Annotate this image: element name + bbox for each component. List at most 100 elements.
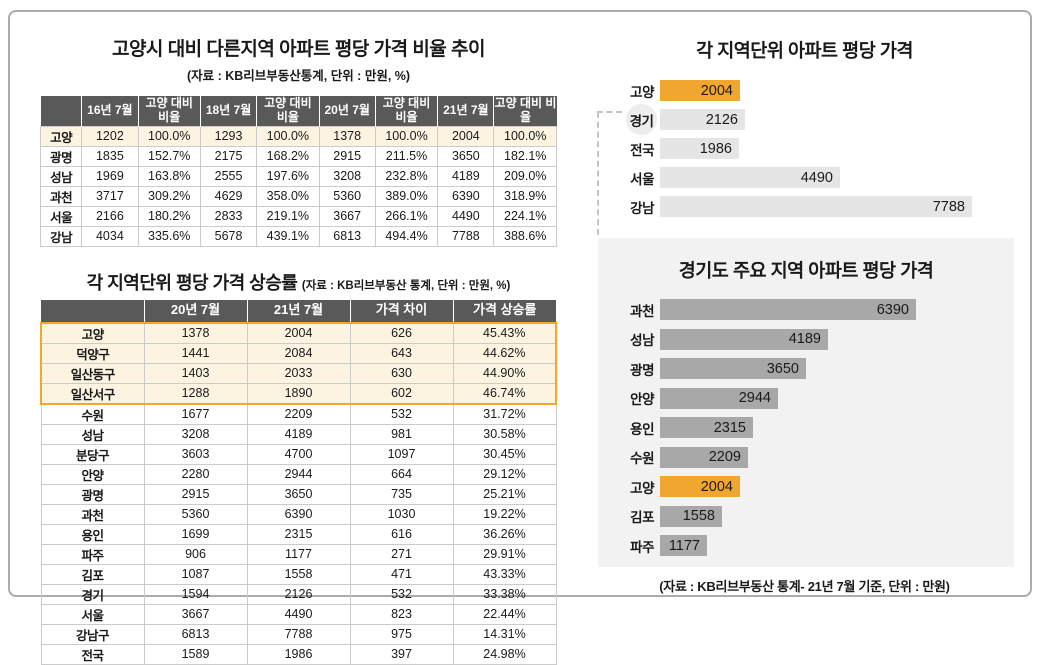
table-cell: 1177	[246, 543, 351, 565]
table-cell: 358.0%	[256, 185, 320, 207]
bar: 4490	[660, 167, 840, 188]
table-cell: 2004	[246, 321, 351, 344]
table-cell: 182.1%	[493, 145, 557, 167]
table-cell: 44.62%	[452, 342, 557, 364]
gyeonggi-price-bar-chart: 과천 6390 성남 4189 광명 3650 안양 2944 용인 2315 수원 2209 고양 20…	[598, 295, 1014, 561]
row-label: 성남	[40, 423, 145, 445]
bar: 1177	[660, 535, 707, 557]
table-row: 성남 1969 163.8% 2555 197.6% 3208 232.8% 4189 209.…	[39, 165, 557, 187]
row-label: 용인	[40, 523, 145, 545]
table-row: 용인 1699 2315 616 36.26%	[40, 523, 557, 545]
table-row: 고양 1378 2004 626 45.43%	[40, 321, 557, 344]
bar: 7788	[660, 196, 972, 217]
table-cell: 389.0%	[374, 185, 439, 207]
column-header: 가격 상승률	[452, 299, 556, 323]
table-cell: 532	[349, 583, 454, 605]
bar-value: 2004	[700, 82, 733, 99]
bar-category-label: 광명	[598, 359, 660, 379]
increase-table-title-text: 각 지역단위 평당 가격 상승률	[86, 272, 298, 293]
table-cell: 209.0%	[493, 165, 557, 187]
column-header: 고양 대비 비율	[256, 96, 320, 127]
bar-category-label: 김포	[598, 506, 660, 526]
table-cell: 1202	[81, 125, 139, 147]
table-cell: 823	[349, 603, 454, 625]
table-cell: 232.8%	[374, 165, 439, 187]
table-row: 서울 3667 4490 823 22.44%	[40, 603, 557, 625]
row-label: 파주	[40, 543, 145, 565]
bar-category-text: 파주	[630, 539, 654, 555]
bar-category-label: 과천	[598, 300, 660, 320]
table-cell: 22.44%	[452, 603, 557, 625]
table-cell: 1087	[143, 563, 248, 585]
table-cell: 4700	[246, 443, 351, 465]
table-cell: 335.6%	[137, 225, 201, 247]
dashed-connector-horizontal	[597, 111, 622, 113]
row-label: 서울	[39, 205, 83, 227]
table-cell: 4034	[81, 225, 139, 247]
table-row: 강남 4034 335.6% 5678 439.1% 6813 494.4% 7788 388.…	[39, 225, 557, 247]
bar-value: 2209	[708, 449, 741, 466]
bar-row: 경기 2126	[595, 104, 1014, 135]
table-cell: 602	[349, 382, 454, 405]
column-header	[41, 299, 144, 323]
table-cell: 19.22%	[452, 503, 557, 525]
bar-category-label: 안양	[598, 388, 660, 408]
table-cell: 471	[349, 563, 454, 585]
table-cell: 3208	[143, 423, 248, 445]
bar: 2004	[660, 80, 740, 101]
table-cell: 3603	[143, 443, 248, 465]
bar-category-text: 수원	[630, 451, 654, 467]
table-cell: 6390	[246, 503, 351, 525]
row-label: 김포	[40, 563, 145, 585]
table-cell: 1293	[199, 125, 258, 147]
row-label: 강남	[39, 225, 83, 247]
increase-table-source-note: (자료 : KB리브부동산 통계, 단위 : 만원, %)	[301, 279, 511, 292]
table-cell: 3650	[246, 483, 351, 505]
table-cell: 630	[349, 362, 454, 384]
bar-category-text: 광명	[630, 362, 654, 378]
table-cell: 2315	[246, 523, 351, 545]
table-row: 강남구 6813 7788 975 14.31%	[40, 623, 557, 645]
table-cell: 2033	[246, 362, 351, 384]
row-label: 일산동구	[40, 362, 145, 384]
table-cell: 224.1%	[493, 205, 557, 227]
table-cell: 2084	[246, 342, 351, 364]
table-cell: 266.1%	[374, 205, 439, 227]
row-label: 전국	[40, 643, 145, 665]
table-cell: 29.91%	[452, 543, 557, 565]
region-chart-title: 각 지역단위 아파트 평당 가격	[696, 40, 913, 61]
table-row: 김포 1087 1558 471 43.33%	[40, 563, 557, 585]
bar-value: 4189	[788, 331, 821, 348]
table-cell: 616	[349, 523, 454, 545]
table-cell: 981	[349, 423, 454, 445]
table-cell: 180.2%	[137, 205, 201, 227]
gyeonggi-panel: 경기도 주요 지역 아파트 평당 가격 과천 6390 성남 4189 광명 3650 안양…	[598, 238, 1014, 567]
table-cell: 2555	[199, 165, 258, 187]
table-cell: 168.2%	[256, 145, 320, 167]
table-cell: 1677	[143, 403, 248, 425]
table-cell: 5360	[318, 185, 376, 207]
table-cell: 388.6%	[493, 225, 557, 247]
table-cell: 33.38%	[452, 583, 557, 605]
increase-table-title: 각 지역단위 평당 가격 상승률 (자료 : KB리브부동산 통계, 단위 : …	[40, 269, 557, 295]
row-label: 안양	[40, 463, 145, 485]
row-label: 수원	[40, 403, 145, 425]
table-cell: 31.72%	[452, 403, 557, 425]
bar-category-text: 고양	[630, 84, 654, 100]
row-label: 고양	[39, 125, 83, 147]
bar-category-label: 서울	[595, 168, 660, 188]
table-cell: 664	[349, 463, 454, 485]
bar-row: 수원 2209	[598, 443, 1014, 473]
bar: 4189	[660, 328, 828, 350]
table-cell: 4189	[437, 165, 495, 187]
row-label: 강남구	[40, 623, 145, 645]
table-cell: 1594	[143, 583, 248, 605]
table-cell: 532	[349, 403, 454, 425]
bar-value: 3650	[766, 360, 799, 377]
column-header: 21년 7월	[437, 96, 494, 127]
table-cell: 45.43%	[452, 321, 557, 344]
table-row: 경기 1594 2126 532 33.38%	[40, 583, 557, 605]
bar: 2126	[660, 109, 745, 130]
bar-category-label: 용인	[598, 418, 660, 438]
row-label: 일산서구	[40, 382, 145, 405]
